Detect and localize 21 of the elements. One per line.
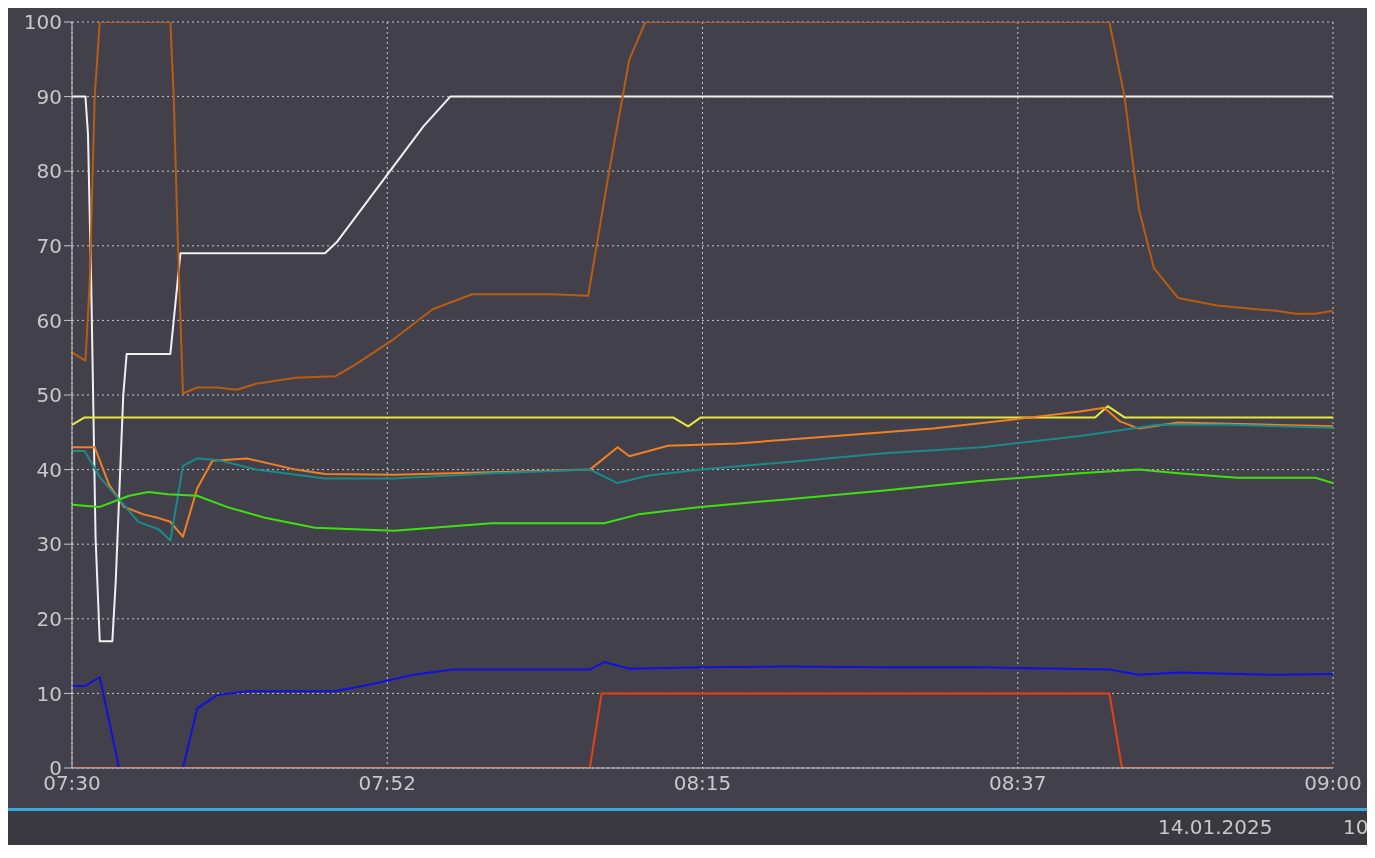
text: 14.01.2025 [1158, 815, 1273, 839]
y-tick-label: 60 [36, 308, 62, 333]
line-series [72, 423, 1333, 542]
line-series [72, 406, 1333, 538]
y-tick-label: 70 [36, 233, 62, 258]
y-tick-label: 80 [36, 159, 62, 184]
y-tick-label: 10 [36, 681, 62, 706]
line-series [72, 405, 1333, 428]
line-series [72, 468, 1333, 532]
y-tick-label: 90 [36, 84, 62, 109]
y-tick-label: 30 [36, 532, 62, 557]
x-tick-label: 08:15 [673, 771, 732, 796]
text: 10 [1343, 815, 1369, 839]
y-tick-label: 20 [36, 606, 62, 631]
y-tick-label: 50 [36, 383, 62, 408]
y-tick-label: 40 [36, 457, 62, 482]
x-tick-label: 08:37 [988, 771, 1047, 796]
x-tick-label: 07:52 [358, 771, 417, 796]
x-tick-label: 09:00 [1304, 771, 1362, 796]
y-tick-label: 100 [23, 10, 62, 35]
line-series [72, 95, 1333, 643]
